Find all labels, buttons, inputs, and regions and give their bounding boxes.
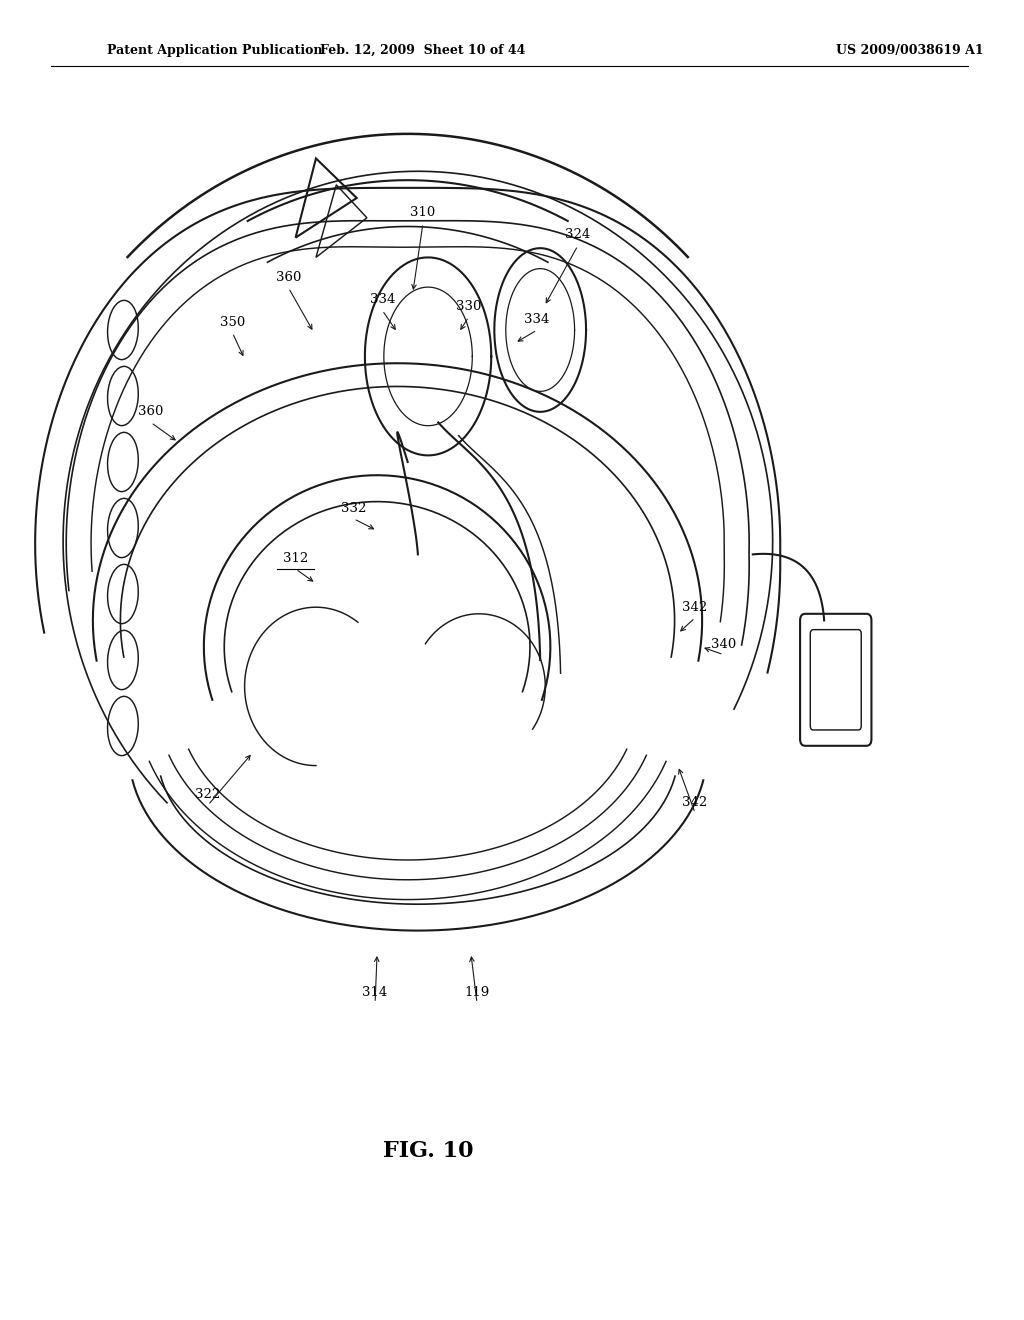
Text: 334: 334 [524,313,550,326]
Text: 324: 324 [565,228,591,242]
Text: 350: 350 [220,315,245,329]
Text: 119: 119 [464,986,489,999]
Text: 312: 312 [283,552,308,565]
Text: 310: 310 [411,206,435,219]
Text: 314: 314 [362,986,388,999]
Text: 342: 342 [682,601,708,614]
Text: 340: 340 [711,638,736,651]
Text: 360: 360 [138,405,164,418]
Text: 322: 322 [196,788,220,801]
Text: Feb. 12, 2009  Sheet 10 of 44: Feb. 12, 2009 Sheet 10 of 44 [321,44,525,57]
Text: 332: 332 [341,502,367,515]
Text: 330: 330 [456,300,481,313]
Text: 334: 334 [370,293,395,306]
Text: 342: 342 [682,796,708,809]
Text: 360: 360 [275,271,301,284]
Text: FIG. 10: FIG. 10 [383,1140,473,1162]
Text: US 2009/0038619 A1: US 2009/0038619 A1 [836,44,983,57]
Text: Patent Application Publication: Patent Application Publication [108,44,323,57]
